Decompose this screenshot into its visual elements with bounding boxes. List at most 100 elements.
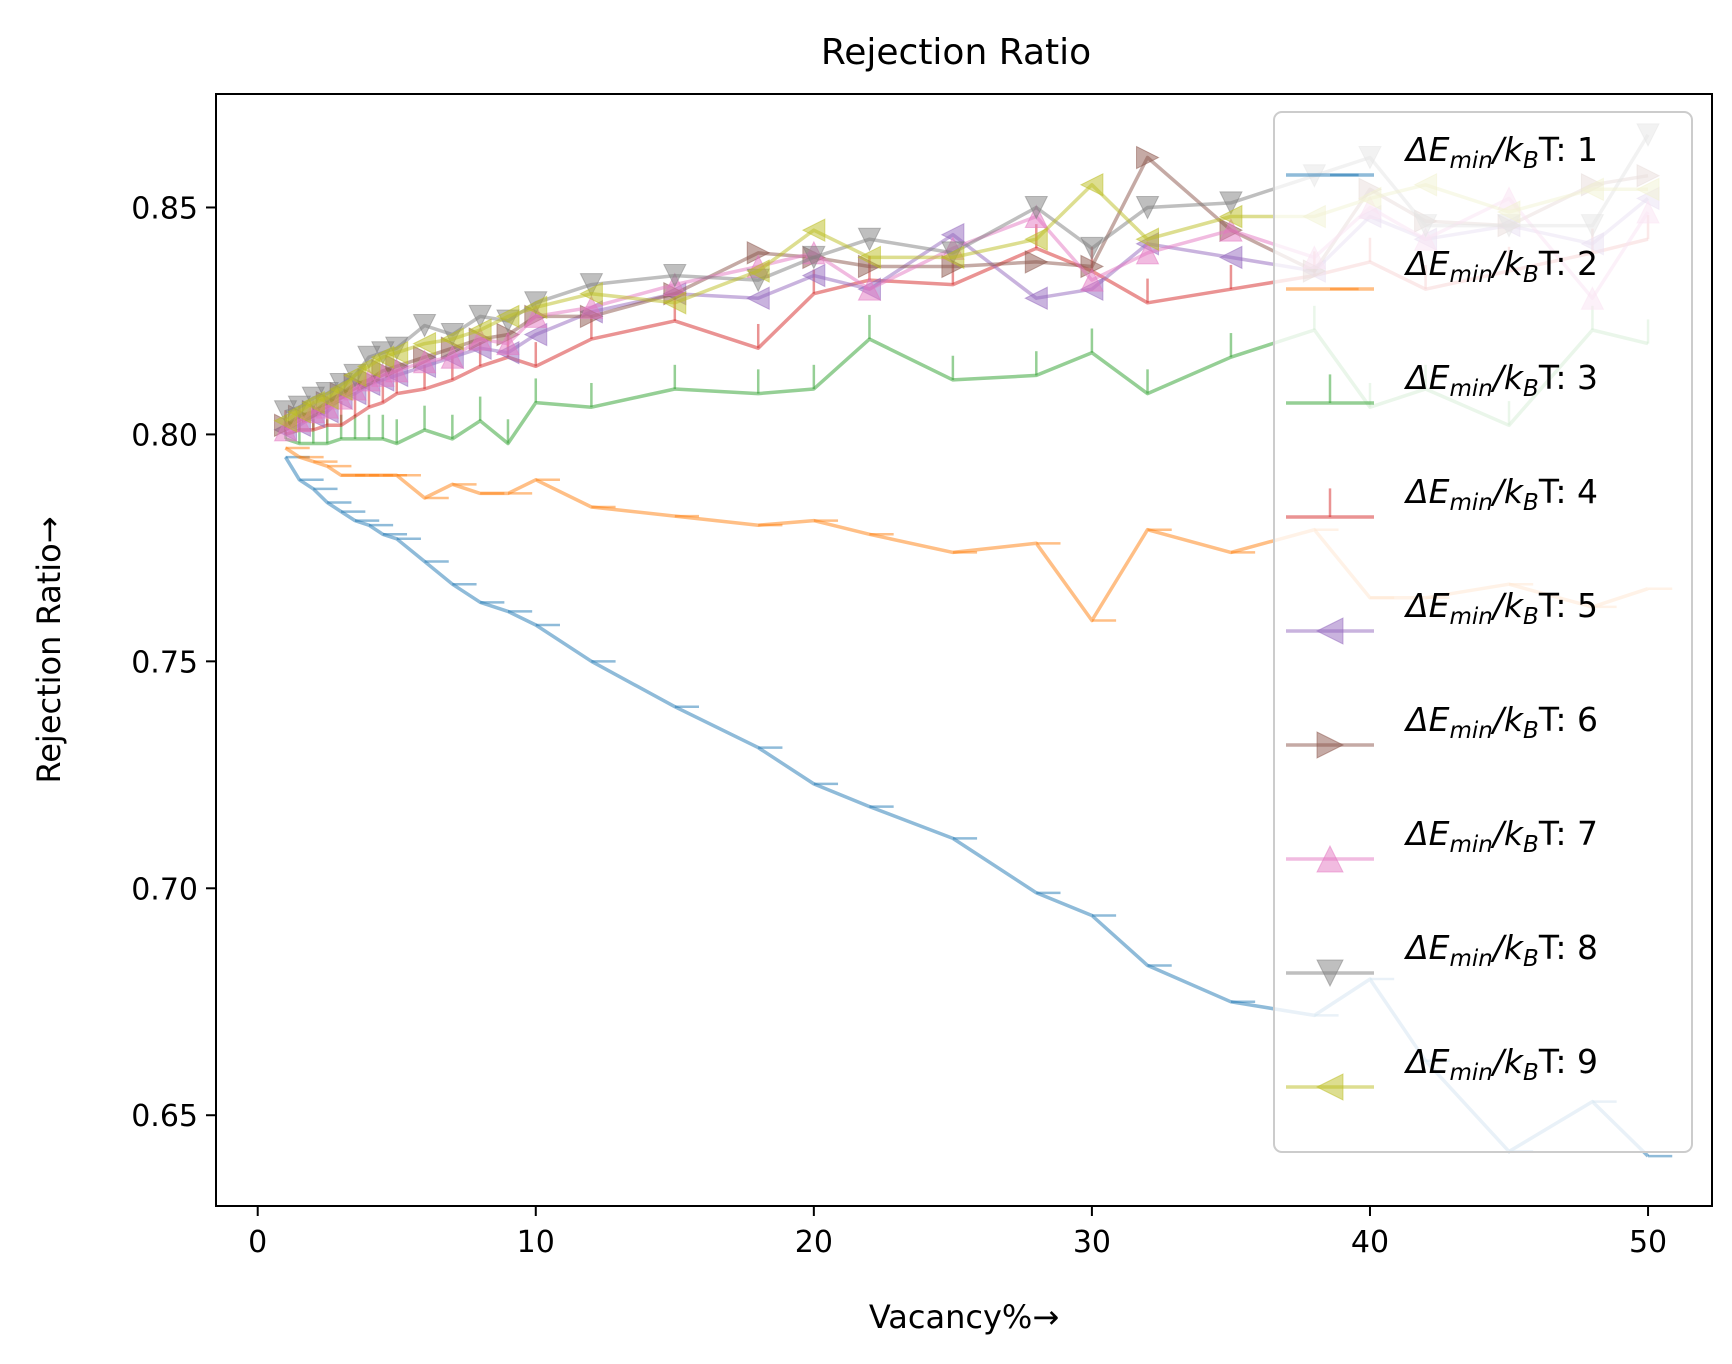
legend-label-part: B [1523,832,1539,858]
legend-label: ΔEmin/kBT: 4 [1403,472,1598,516]
legend-label-part: B [1523,718,1539,744]
legend-item-9: ΔEmin/kBT: 9 [1286,1042,1598,1101]
series-7-point [412,349,437,374]
series-8-point [1219,191,1243,216]
series-7-point [440,345,465,369]
legend-label-part: /k [1490,358,1525,397]
plot-frame [215,93,1713,1207]
legend-label-part: ΔE [1403,244,1450,283]
x-tick-label: 20 [795,1225,833,1260]
legend-item-5: ΔEmin/kBT: 5 [1286,586,1598,645]
y-axis-label: Rejection Ratio→ [30,516,68,783]
series-9-point [273,408,298,433]
series-9-point [857,245,881,270]
series-8-point [663,264,687,288]
legend-label: ΔEmin/kBT: 5 [1403,586,1598,630]
x-tick-label: 40 [1351,1225,1389,1260]
legend-label: ΔEmin/kBT: 6 [1403,700,1598,744]
series-8-point [802,245,826,270]
series-9-point [342,363,367,388]
legend-label-part: min [1449,1060,1492,1086]
legend-label-part: /k [1490,1042,1525,1081]
series-5-point [746,286,770,311]
legend-label-part: B [1523,376,1539,402]
legend-item-6: ΔEmin/kBT: 6 [1286,700,1598,759]
legend-label-part: T: [1538,472,1577,511]
series-7-point [1135,240,1160,265]
legend-label-part: min [1449,604,1492,630]
legend-label-part: min [1449,376,1492,402]
legend-label-part: /k [1490,700,1525,739]
legend-label-part: 8 [1577,928,1598,967]
series-9-point [1135,227,1160,252]
y-tick-label: 0.70 [131,872,198,907]
series-9-point [412,331,437,356]
legend-label: ΔEmin/kBT: 9 [1403,1042,1598,1086]
series-5-point [801,263,826,288]
legend-label-part: min [1449,262,1492,288]
y-tick-label: 0.80 [131,418,198,453]
series-6-point [1024,250,1049,274]
legend-label-part: min [1449,490,1492,516]
x-axis: 0 10 20 30 40 50 [248,1206,1667,1260]
series-9-point [329,377,353,401]
legend-label-part: /k [1490,472,1525,511]
series-5-point [523,322,548,347]
legend-swatch-marker [1315,1073,1344,1101]
legend-label-part: /k [1490,814,1525,853]
series-8-point [1024,195,1049,220]
legend-label-part: /k [1490,130,1525,169]
series-9-point [440,327,464,351]
legend-label-part: 7 [1577,814,1598,853]
legend-label-part: min [1449,832,1492,858]
legend-label-part: T: [1538,130,1577,169]
legend-label-part: T: [1538,928,1577,967]
series-5-point [1218,245,1243,270]
series-9-point [801,218,826,242]
series-9-point [579,281,603,306]
series-7-point [496,331,520,356]
legend-item-4: ΔEmin/kBT: 4 [1286,472,1598,519]
legend-swatch-marker [1316,844,1344,873]
series-9-point [356,354,381,379]
series-9-point [1079,172,1104,197]
series-8-point [857,227,882,252]
legend-item-7: ΔEmin/kBT: 7 [1286,814,1598,873]
series-9-point [495,304,520,329]
series-9-point [287,399,311,424]
x-tick-label: 30 [1073,1225,1111,1260]
legend-label-part: 3 [1577,358,1598,397]
series-7-point [384,358,409,383]
legend-label-part: B [1523,604,1539,630]
series-9-point [384,340,409,365]
x-axis-label: Vacancy%→ [869,1298,1059,1336]
series-9-point [468,318,492,342]
series-7-point [1219,218,1243,242]
legend-swatch-marker [1316,959,1344,988]
series-7-point [857,277,882,301]
x-tick-label: 0 [248,1225,267,1260]
legend-label: ΔEmin/kBT: 3 [1403,358,1598,402]
legend-label-part: B [1523,1060,1539,1086]
legend-label-part: T: [1538,586,1577,625]
series-6-point [1136,145,1160,170]
legend-label-part: T: [1538,244,1577,283]
legend-swatch-marker [1316,731,1345,759]
legend-box [1273,111,1693,1153]
y-tick-label: 0.85 [131,191,198,226]
legend-label-part: T: [1538,700,1577,739]
x-tick-label: 10 [517,1225,555,1260]
legend-item-1: ΔEmin/kBT: 1 [1286,130,1598,177]
series-9-point [315,386,339,410]
legend-label-part: 2 [1577,244,1598,283]
series-9-point [940,245,965,270]
series-8-point [1135,195,1160,220]
legend-item-3: ΔEmin/kBT: 3 [1286,358,1598,405]
legend-label-part: T: [1538,1042,1577,1081]
legend-label-part: B [1523,148,1539,174]
legend-label-part: T: [1538,358,1577,397]
legend-label-part: ΔE [1403,586,1450,625]
series-8-point [468,304,492,329]
